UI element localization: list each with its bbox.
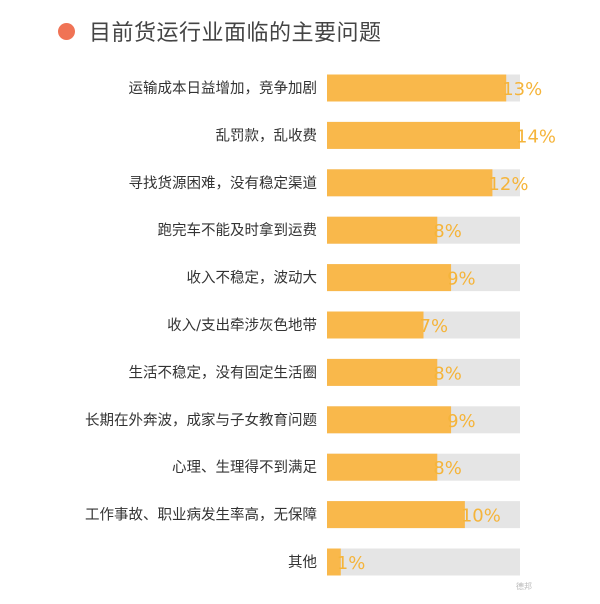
category-label: 寻找货源困难，没有稳定渠道 xyxy=(129,175,318,192)
value-label: 8% xyxy=(433,363,462,384)
value-label: 12% xyxy=(488,174,528,195)
value-label: 9% xyxy=(447,269,476,290)
bar xyxy=(327,121,520,149)
bar xyxy=(327,311,424,339)
value-label: 14% xyxy=(516,126,556,147)
bar xyxy=(327,453,438,481)
bar xyxy=(327,74,507,102)
category-label: 收入不稳定，波动大 xyxy=(187,270,318,287)
category-label: 其他 xyxy=(288,554,317,571)
category-label: 运输成本日益增加，竞争加剧 xyxy=(129,79,318,97)
bar xyxy=(327,264,452,292)
bar xyxy=(327,169,493,197)
bar xyxy=(327,548,341,576)
chart-header: 目前货运行业面临的主要问题 xyxy=(58,14,382,48)
category-label: 跑完车不能及时拿到运费 xyxy=(158,221,318,239)
category-label: 长期在外奔波，成家与子女教育问题 xyxy=(85,411,317,429)
watermark: 德邦 xyxy=(516,582,532,591)
bar-track xyxy=(327,548,520,576)
bar xyxy=(327,406,452,434)
category-label: 工作事故、职业病发生率高，无保障 xyxy=(85,506,317,524)
title-bullet-icon xyxy=(58,22,75,40)
value-label: 13% xyxy=(502,79,542,100)
value-label: 10% xyxy=(461,506,501,527)
value-label: 7% xyxy=(420,316,449,337)
category-label: 生活不稳定，没有固定生活圈 xyxy=(129,364,318,381)
category-label: 收入/支出牵涉灰色地带 xyxy=(167,317,317,334)
value-label: 9% xyxy=(447,411,476,432)
chart-title: 目前货运行业面临的主要问题 xyxy=(89,21,382,46)
value-label: 8% xyxy=(433,221,462,242)
bar xyxy=(327,358,438,386)
value-label: 8% xyxy=(433,458,462,479)
bar xyxy=(327,216,438,244)
bar xyxy=(327,501,465,529)
category-label: 心理、生理得不到满足 xyxy=(172,459,317,476)
value-label: 1% xyxy=(337,553,366,574)
category-label: 乱罚款，乱收费 xyxy=(216,127,318,144)
